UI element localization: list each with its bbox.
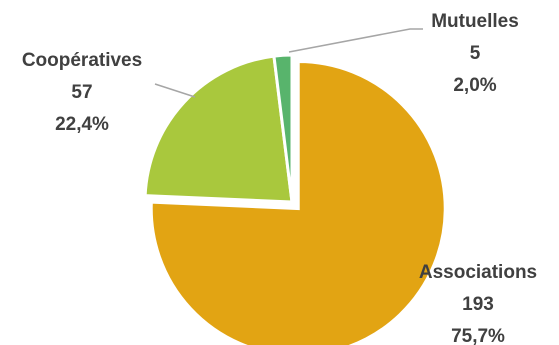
data-label-value: 57 [71, 82, 92, 103]
data-label-category: Coopératives [22, 50, 142, 71]
pie-slices [143, 53, 447, 345]
leader-lines [154, 28, 423, 98]
pie-slice-mutuelles [272, 53, 294, 203]
data-label-value: 193 [462, 294, 494, 315]
data-label-percent: 2,0% [453, 75, 496, 96]
data-label-value: 5 [470, 43, 481, 64]
pie-slice-cooperatives [143, 54, 294, 204]
data-label-mutuelles: Mutuelles 5 2,0% [431, 11, 519, 96]
data-label-category: Mutuelles [431, 11, 519, 32]
leader-line-cooperatives [154, 83, 196, 98]
data-label-percent: 75,7% [451, 326, 505, 345]
data-label-category: Associations [419, 262, 537, 283]
data-labels: Associations 193 75,7% Coopératives 57 22,4% M… [22, 11, 537, 345]
data-label-associations: Associations 193 75,7% [419, 262, 537, 345]
data-label-cooperatives: Coopératives 57 22,4% [22, 50, 142, 135]
data-label-percent: 22,4% [55, 114, 109, 135]
leader-line-mutuelles [288, 28, 423, 53]
pie-slice-associations [149, 59, 447, 345]
